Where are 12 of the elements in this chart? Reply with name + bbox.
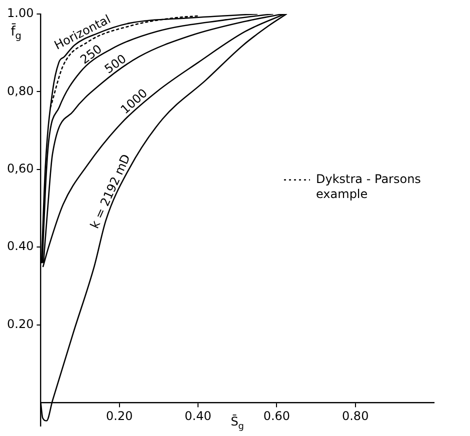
legend-label: Dykstra - Parsons example <box>316 172 421 202</box>
x-tick-label: 0.60 <box>263 408 290 423</box>
text: k = 2192 mD <box>87 152 134 231</box>
y-tick-label: 0,60 <box>7 162 34 176</box>
y-tick-label: 0.40 <box>7 239 34 254</box>
x-tick-label: 0.20 <box>106 408 133 423</box>
y-tick-label: 0.20 <box>7 316 34 331</box>
y-tick-label: 1.00 <box>7 6 34 20</box>
x-tick-label: 0.40 <box>184 408 212 423</box>
y-tick-label: 0,80 <box>7 84 34 98</box>
x-tick-label: 0.80 <box>342 408 369 423</box>
text: 500 <box>102 52 129 76</box>
